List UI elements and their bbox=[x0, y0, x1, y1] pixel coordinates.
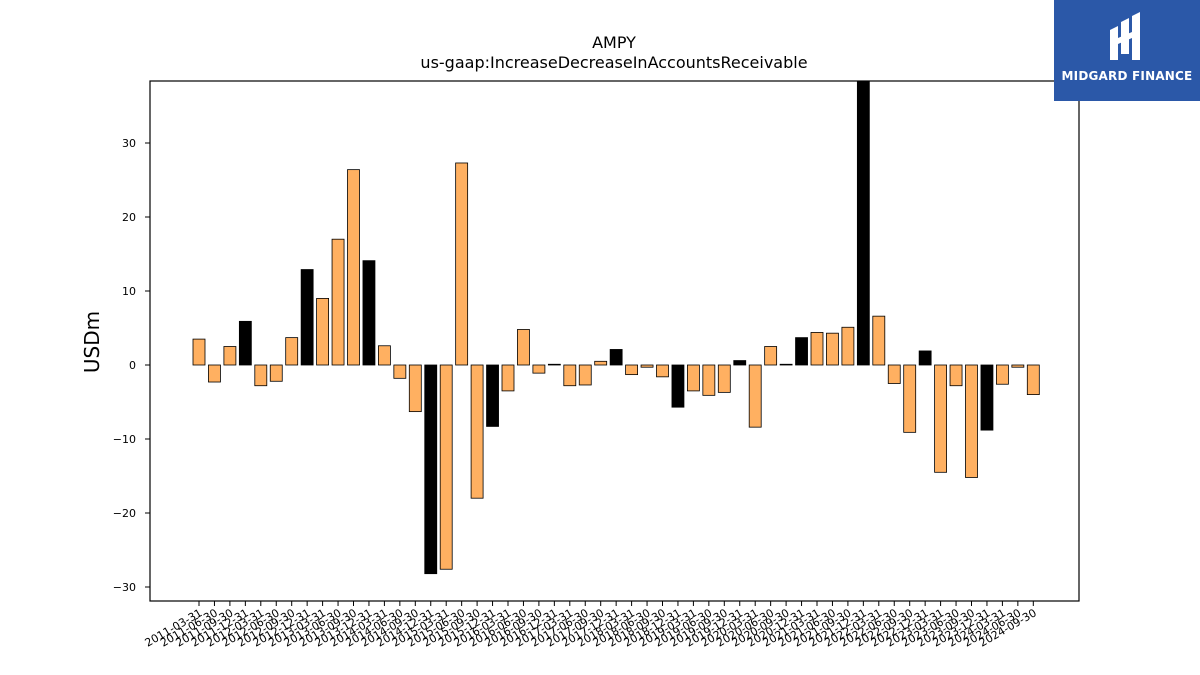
y-tick-label: 30 bbox=[122, 137, 136, 150]
bar-2018-06-30 bbox=[640, 364, 654, 368]
bar-2013-06-30 bbox=[331, 238, 345, 366]
bar-2011-06-30 bbox=[208, 364, 221, 383]
bar-2014-03-31 bbox=[377, 345, 391, 366]
bar-2011-03-31 bbox=[192, 338, 206, 366]
bar-2019-03-31 bbox=[687, 364, 700, 392]
bar-2011-12-31 bbox=[238, 320, 252, 366]
chart-subtitle: us-gaap:IncreaseDecreaseInAccountsReceiv… bbox=[420, 53, 807, 72]
bar-2020-03-31 bbox=[748, 364, 762, 428]
y-tick-label: −20 bbox=[113, 507, 136, 520]
bar-2014-09-30 bbox=[408, 364, 422, 413]
bar-2013-12-31 bbox=[362, 260, 376, 366]
bar-2015-09-30 bbox=[470, 364, 484, 499]
bar-2023-06-30 bbox=[949, 364, 963, 387]
bar-2012-06-30 bbox=[269, 364, 283, 382]
bar-2016-03-31 bbox=[501, 364, 515, 392]
bar-2020-06-30 bbox=[764, 346, 778, 366]
y-tick-label: −30 bbox=[113, 581, 136, 594]
bar-2013-03-31 bbox=[316, 297, 330, 366]
bar-2021-09-30 bbox=[841, 326, 855, 366]
bar-2023-03-31 bbox=[934, 364, 947, 473]
bar-2019-09-30 bbox=[717, 364, 731, 393]
y-tick-label: 0 bbox=[129, 359, 136, 372]
bar-2022-12-31 bbox=[918, 350, 932, 366]
bar-2017-09-30 bbox=[594, 360, 608, 366]
y-axis-label: USDm bbox=[80, 311, 104, 373]
bar-2013-09-30 bbox=[347, 169, 360, 366]
bar-2021-03-31 bbox=[810, 332, 824, 366]
bar-2015-03-31 bbox=[439, 364, 453, 570]
bar-2022-03-31 bbox=[872, 315, 886, 366]
bar-2012-03-31 bbox=[254, 364, 268, 387]
bar-2022-06-30 bbox=[887, 364, 901, 384]
bar-2022-09-30 bbox=[903, 364, 917, 433]
plot-frame bbox=[149, 80, 1080, 602]
midgard-logo-icon bbox=[1110, 12, 1140, 60]
y-ticks-group: −30 −20 −10 0 10 20 30 bbox=[113, 137, 150, 594]
bar-2023-12-31 bbox=[980, 364, 994, 431]
bars-group bbox=[192, 80, 1040, 575]
bar-2014-06-30 bbox=[393, 364, 407, 379]
bar-2024-09-30 bbox=[1026, 364, 1040, 396]
bar-2016-06-30 bbox=[517, 329, 530, 366]
bar-2021-12-31 bbox=[856, 80, 870, 366]
bar-2017-06-30 bbox=[578, 364, 592, 386]
bar-2019-06-30 bbox=[702, 364, 716, 396]
brand-name: MIDGARD FINANCE bbox=[1061, 69, 1193, 83]
bar-2015-06-30 bbox=[455, 162, 469, 366]
bar-2016-12-31 bbox=[547, 363, 561, 366]
bar-2017-03-31 bbox=[563, 364, 577, 387]
bar-2011-09-30 bbox=[223, 346, 237, 366]
bar-2014-12-31 bbox=[424, 364, 438, 575]
bar-2020-12-31 bbox=[795, 337, 808, 366]
bar-2024-03-31 bbox=[996, 364, 1009, 385]
bar-2019-12-31 bbox=[733, 360, 747, 366]
bar-2023-09-30 bbox=[965, 364, 978, 478]
bar-2020-09-30 bbox=[779, 363, 793, 366]
y-tick-label: −10 bbox=[113, 433, 136, 446]
bar-2024-06-30 bbox=[1011, 364, 1025, 368]
y-tick-label: 20 bbox=[122, 211, 136, 224]
x-ticks-group: 2011-03-312011-06-302011-09-302011-12-31… bbox=[143, 601, 1039, 650]
bar-2012-09-30 bbox=[285, 337, 299, 366]
bar-2018-03-31 bbox=[625, 364, 638, 376]
brand-logo: MIDGARD FINANCE bbox=[1054, 0, 1200, 101]
bar-2021-06-30 bbox=[826, 332, 839, 366]
bar-2015-12-31 bbox=[486, 364, 499, 427]
bar-2018-12-31 bbox=[671, 364, 685, 408]
bar-2012-12-31 bbox=[300, 269, 314, 366]
bar-2016-09-30 bbox=[532, 364, 546, 374]
bar-2017-12-31 bbox=[609, 349, 623, 366]
chart-title: AMPY bbox=[592, 33, 636, 52]
bar-2018-09-30 bbox=[656, 364, 669, 378]
y-tick-label: 10 bbox=[122, 285, 136, 298]
